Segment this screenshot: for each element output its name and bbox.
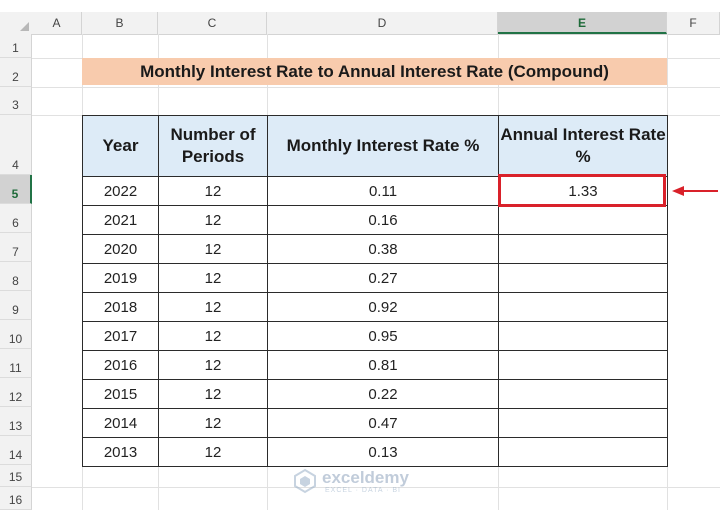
cell-annual-rate[interactable] (498, 379, 668, 409)
cell-year[interactable]: 2014 (82, 408, 159, 438)
cell-annual-rate[interactable] (498, 263, 668, 293)
cell-annual-rate[interactable] (498, 321, 668, 351)
cell-annual-rate[interactable] (498, 292, 668, 322)
column-header-c[interactable]: C (158, 12, 267, 34)
select-all-corner[interactable] (0, 12, 33, 35)
column-header-b[interactable]: B (82, 12, 158, 34)
cell-annual-rate[interactable] (498, 437, 668, 467)
cell-periods[interactable]: 12 (158, 437, 268, 467)
row-header-9[interactable]: 9 (0, 291, 32, 320)
cell-monthly-rate[interactable]: 0.27 (267, 263, 499, 293)
cell-periods[interactable]: 12 (158, 408, 268, 438)
table-row: 2021 12 0.16 (82, 205, 668, 235)
table-header-row: Year Number of Periods Monthly Interest … (82, 115, 668, 177)
table-row: 2014 12 0.47 (82, 408, 668, 438)
cell-periods[interactable]: 12 (158, 321, 268, 351)
cell-year[interactable]: 2017 (82, 321, 159, 351)
pointer-arrow-icon (672, 186, 718, 196)
row-header-3[interactable]: 3 (0, 87, 32, 115)
table-row: 2017 12 0.95 (82, 321, 668, 351)
row-header-7[interactable]: 7 (0, 233, 32, 262)
table-row: 2022 12 0.11 1.33 (82, 176, 668, 206)
cell-periods[interactable]: 12 (158, 292, 268, 322)
row-header-6[interactable]: 6 (0, 204, 32, 233)
exceldemy-logo-icon (294, 468, 316, 494)
table-body: 2022 12 0.11 1.33 2021 12 0.16 2020 12 0.38 2019 12… (82, 176, 668, 467)
cell-year[interactable]: 2015 (82, 379, 159, 409)
table-row: 2019 12 0.27 (82, 263, 668, 293)
cell-monthly-rate[interactable]: 0.47 (267, 408, 499, 438)
cell-monthly-rate[interactable]: 0.16 (267, 205, 499, 235)
row-header-10[interactable]: 10 (0, 320, 32, 349)
row-header-16[interactable]: 16 (0, 487, 32, 510)
cell-monthly-rate[interactable]: 0.81 (267, 350, 499, 380)
table-row: 2013 12 0.13 (82, 437, 668, 467)
row-header-8[interactable]: 8 (0, 262, 32, 291)
cell-year[interactable]: 2013 (82, 437, 159, 467)
row-header-5[interactable]: 5 (0, 175, 32, 204)
row-header-11[interactable]: 11 (0, 349, 32, 378)
header-annual-rate[interactable]: Annual Interest Rate % (498, 115, 668, 177)
header-year[interactable]: Year (82, 115, 159, 177)
cell-periods[interactable]: 12 (158, 379, 268, 409)
watermark-name: exceldemy (322, 468, 409, 487)
table-row: 2020 12 0.38 (82, 234, 668, 264)
row-header-14[interactable]: 14 (0, 436, 32, 465)
select-all-icon (20, 22, 29, 31)
gridline (32, 87, 720, 88)
cell-annual-rate[interactable] (498, 350, 668, 380)
cell-year[interactable]: 2020 (82, 234, 159, 264)
cell-periods[interactable]: 12 (158, 350, 268, 380)
cell-year[interactable]: 2018 (82, 292, 159, 322)
interest-rate-table: Year Number of Periods Monthly Interest … (82, 115, 668, 467)
table-row: 2015 12 0.22 (82, 379, 668, 409)
selected-cell-e5[interactable] (498, 174, 666, 207)
cell-annual-rate[interactable] (498, 234, 668, 264)
cell-year[interactable]: 2019 (82, 263, 159, 293)
cell-annual-rate[interactable] (498, 408, 668, 438)
row-header-1[interactable]: 1 (0, 34, 32, 58)
row-header-4[interactable]: 4 (0, 115, 32, 175)
cell-periods[interactable]: 12 (158, 205, 268, 235)
sheet-title[interactable]: Monthly Interest Rate to Annual Interest… (82, 58, 667, 85)
row-header-13[interactable]: 13 (0, 407, 32, 436)
column-header-f[interactable]: F (667, 12, 720, 34)
cell-year[interactable]: 2021 (82, 205, 159, 235)
table-row: 2018 12 0.92 (82, 292, 668, 322)
cell-periods[interactable]: 12 (158, 234, 268, 264)
watermark-tagline: EXCEL · DATA · BI (325, 487, 401, 494)
gridline (32, 487, 720, 488)
table-row: 2016 12 0.81 (82, 350, 668, 380)
gridline (667, 34, 668, 510)
cell-annual-rate[interactable]: 1.33 (498, 176, 668, 206)
cell-periods[interactable]: 12 (158, 176, 268, 206)
cell-year[interactable]: 2016 (82, 350, 159, 380)
cell-monthly-rate[interactable]: 0.38 (267, 234, 499, 264)
row-header-12[interactable]: 12 (0, 378, 32, 407)
cell-year[interactable]: 2022 (82, 176, 159, 206)
cell-monthly-rate[interactable]: 0.11 (267, 176, 499, 206)
header-number-of-periods[interactable]: Number of Periods (158, 115, 268, 177)
header-monthly-rate[interactable]: Monthly Interest Rate % (267, 115, 499, 177)
column-header-d[interactable]: D (267, 12, 498, 34)
cell-periods[interactable]: 12 (158, 263, 268, 293)
cell-monthly-rate[interactable]: 0.22 (267, 379, 499, 409)
watermark: exceldemy EXCEL · DATA · BI (292, 468, 432, 496)
row-header-2[interactable]: 2 (0, 58, 32, 87)
row-header-15[interactable]: 15 (0, 465, 32, 487)
cell-annual-rate[interactable] (498, 205, 668, 235)
column-header-e[interactable]: E (498, 12, 667, 34)
cell-monthly-rate[interactable]: 0.92 (267, 292, 499, 322)
cell-monthly-rate[interactable]: 0.95 (267, 321, 499, 351)
column-header-a[interactable]: A (32, 12, 82, 34)
cell-monthly-rate[interactable]: 0.13 (267, 437, 499, 467)
